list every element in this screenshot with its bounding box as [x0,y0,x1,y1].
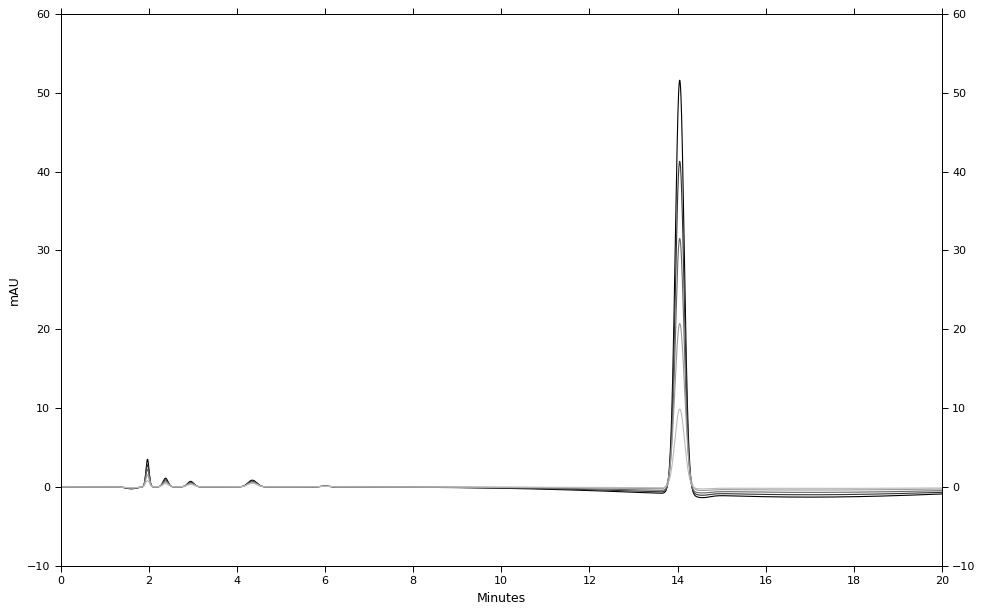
Y-axis label: mAU: mAU [8,275,22,305]
X-axis label: Minutes: Minutes [476,592,525,604]
